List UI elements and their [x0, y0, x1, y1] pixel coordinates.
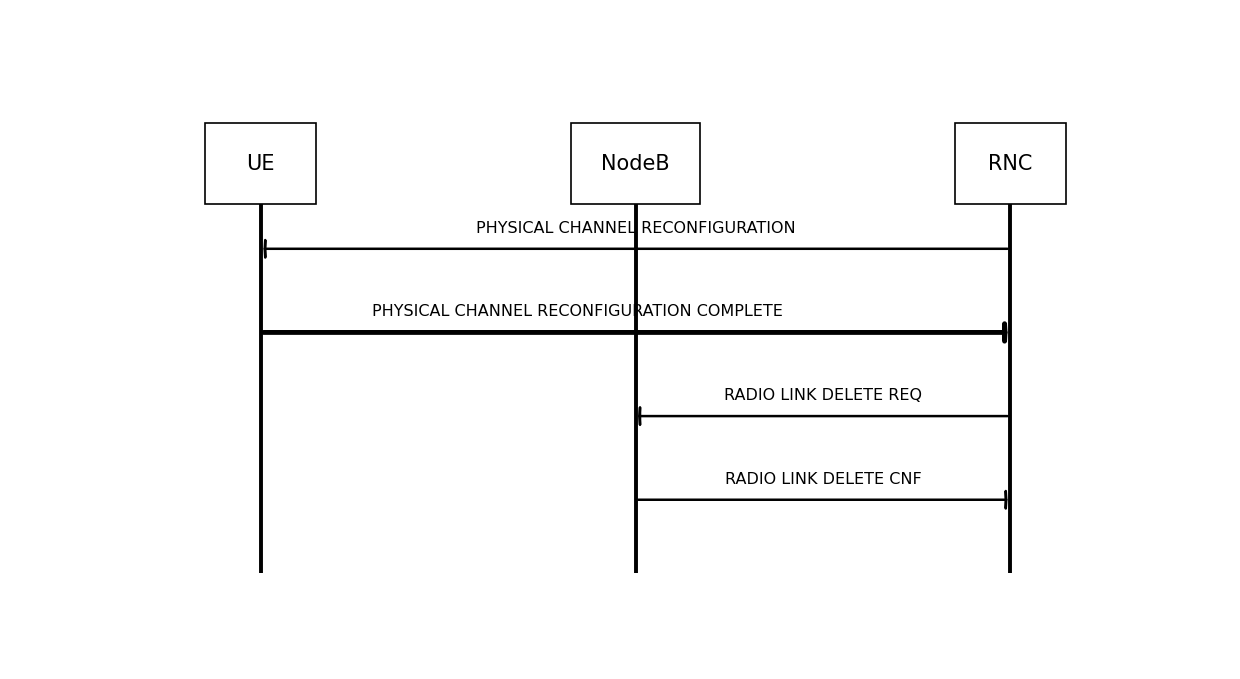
Text: RADIO LINK DELETE CNF: RADIO LINK DELETE CNF [724, 472, 921, 487]
Text: NodeB: NodeB [601, 154, 670, 174]
Bar [206, 124, 316, 204]
Text: PHYSICAL CHANNEL RECONFIGURATION COMPLETE: PHYSICAL CHANNEL RECONFIGURATION COMPLET… [372, 304, 784, 319]
Text: RNC: RNC [988, 154, 1033, 174]
Text: RADIO LINK DELETE REQ: RADIO LINK DELETE REQ [724, 388, 921, 403]
Bar [955, 124, 1065, 204]
Text: UE: UE [247, 154, 275, 174]
Bar [570, 124, 701, 204]
Text: PHYSICAL CHANNEL RECONFIGURATION: PHYSICAL CHANNEL RECONFIGURATION [476, 221, 795, 236]
